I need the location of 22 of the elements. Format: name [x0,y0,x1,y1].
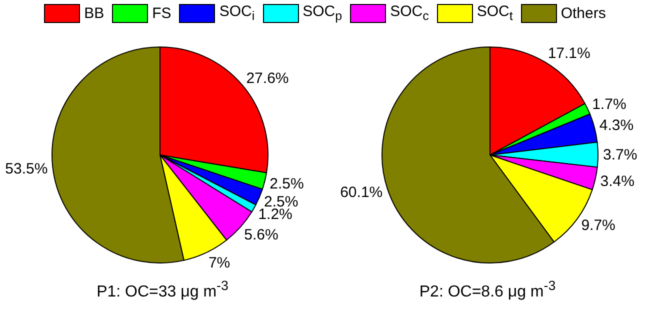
data-label: 2.5% [270,176,304,193]
text: P2: OC=8.6 μg m$^{-3}$ [419,277,556,302]
data-label: 3.4% [600,172,634,190]
data-label: 53.5% [5,160,48,178]
data-label: 17.1% [548,44,590,62]
data-label: 60.1% [340,184,383,202]
data-label: 3.7% [603,146,638,164]
text: P1: OC=33 μg m$^{-3}$ [96,277,228,302]
data-label: 1.2% [258,206,292,223]
legend-label: SOC$_{c}$ [390,3,429,23]
data-label: 4.3% [599,117,634,134]
data-label: 1.7% [592,96,626,113]
legend-label: Others [560,4,606,22]
legend-label: SOC$_{p}$ [302,3,342,23]
legend-label: FS [152,4,172,22]
data-label: 9.7% [581,217,616,234]
legend-label: BB [84,4,104,22]
legend-label: SOC$_{t}$ [476,3,513,23]
data-label: 7% [208,254,230,272]
legend-label: SOC$_{i}$ [219,3,255,23]
data-label: 27.6% [246,70,289,88]
data-label: 5.6% [244,226,278,244]
